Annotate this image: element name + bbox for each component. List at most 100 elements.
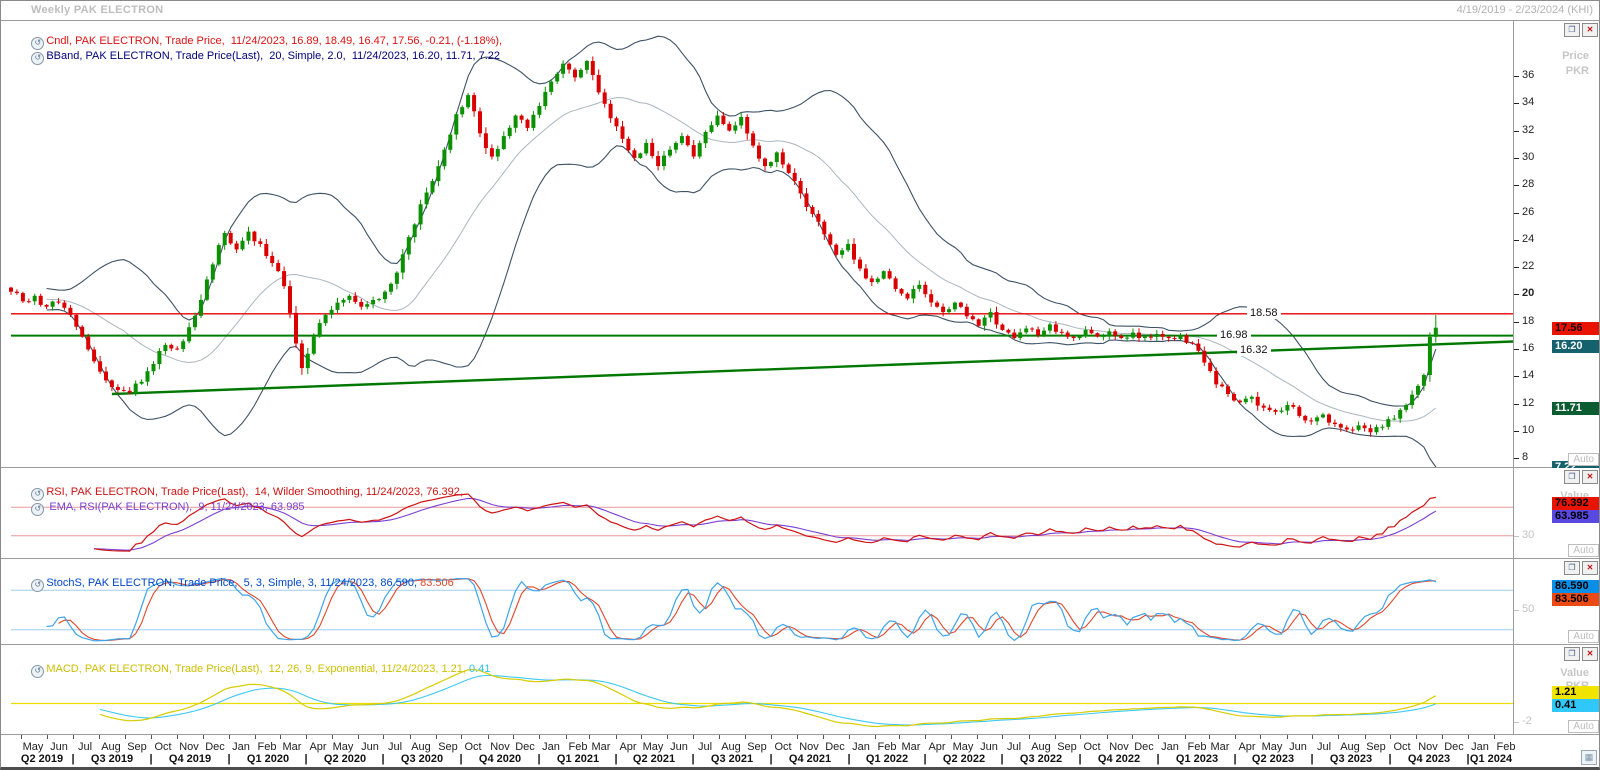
x-axis-quarter-label: Q1 2023	[1175, 753, 1219, 765]
x-axis-month-label: Nov	[1109, 741, 1129, 753]
x-axis-month-label: Sep	[1366, 741, 1386, 753]
x-axis-month-tick	[461, 735, 462, 739]
macd-legend-toggle-icon[interactable]: ↺	[31, 665, 45, 678]
x-axis-quarter-separator: |	[1466, 753, 1470, 765]
bband-legend-toggle-icon[interactable]: ↺	[31, 52, 45, 65]
x-axis-month-label: Feb	[877, 741, 897, 753]
x-axis-month-tick	[1390, 735, 1391, 739]
x-axis-month-label: Nov	[490, 741, 510, 753]
x-axis-month-tick	[641, 735, 642, 739]
x-axis-month-tick	[1209, 735, 1210, 739]
ema-legend-text[interactable]: EMA, RSI(PAK ELECTRON), 9, 11/24/2023, 6…	[46, 501, 305, 513]
x-axis-month-tick	[719, 735, 720, 739]
ema-legend-toggle-icon[interactable]: ↺	[31, 503, 45, 516]
bband-legend-text[interactable]: BBand, PAK ELECTRON, Trade Price(Last), …	[46, 50, 501, 62]
chart-title: Weekly PAK ELECTRON	[31, 4, 164, 16]
rsi-chart[interactable]	[1, 468, 1513, 559]
auto-scale-button[interactable]: Auto	[1568, 630, 1599, 643]
x-axis-month-label: Feb	[1496, 741, 1516, 753]
corner-grid-icon[interactable]: ▦	[1581, 750, 1597, 765]
axis-tick-label: 18	[1522, 315, 1535, 327]
x-axis-month-tick	[99, 735, 100, 739]
x-axis-month-label: May	[1261, 741, 1283, 753]
x-axis-month-tick	[849, 735, 850, 739]
x-axis-quarter-label: Q4 2021	[788, 753, 832, 765]
candle-legend-text[interactable]: Cndl, PAK ELECTRON, Trade Price, 11/24/2…	[46, 35, 503, 47]
x-axis-month-tick	[488, 735, 489, 739]
x-axis-month-tick	[410, 735, 411, 739]
x-axis-month-label: Aug	[411, 741, 431, 753]
panel-close-button[interactable]: ✕	[1582, 647, 1598, 661]
x-axis-month-tick	[539, 735, 540, 739]
axis-title-currency: PKR	[1565, 65, 1589, 77]
macd-signal-value-text: 0.41	[465, 663, 491, 675]
x-axis-month-label: May	[952, 741, 974, 753]
macd-legend-text[interactable]: MACD, PAK ELECTRON, Trade Price(Last), 1…	[46, 663, 466, 675]
axis-tick-mark	[1514, 76, 1519, 77]
stoch-legend-text[interactable]: StochS, PAK ELECTRON, Trade Price, 5, 3,…	[46, 577, 418, 589]
axis-tick-label: 34	[1522, 96, 1535, 108]
x-axis-quarter-separator: |	[691, 753, 695, 765]
x-axis-quarter-label: Q2 2023	[1251, 753, 1295, 765]
auto-scale-button[interactable]: Auto	[1568, 720, 1599, 733]
x-axis-month-label: Mar	[282, 741, 302, 753]
x-axis-month-label: Sep	[127, 741, 147, 753]
axis-tick-mark	[1514, 131, 1519, 132]
x-axis-month-tick	[566, 735, 567, 739]
panel-restore-button[interactable]: ❐	[1564, 561, 1580, 575]
axis-tick-label: 12	[1522, 397, 1535, 409]
x-axis-month-label: Jan	[1471, 741, 1489, 753]
x-axis-month-tick	[589, 735, 590, 739]
axis-tick-mark	[1514, 185, 1519, 186]
value-box: 63.985	[1552, 510, 1599, 523]
x-axis-quarter-label: Q3 2019	[90, 753, 134, 765]
axis-tick-label: 14	[1522, 369, 1535, 381]
stochastic-chart[interactable]	[1, 559, 1513, 645]
x-axis-month-label: Dec	[825, 741, 845, 753]
x-axis-month-tick	[1338, 735, 1339, 739]
x-axis-month-tick	[203, 735, 204, 739]
panel-close-button[interactable]: ✕	[1582, 23, 1598, 37]
panel-close-button[interactable]: ✕	[1582, 561, 1598, 575]
x-axis-month-tick	[151, 735, 152, 739]
rsi-legend-text[interactable]: RSI, PAK ELECTRON, Trade Price(Last), 14…	[46, 486, 463, 498]
x-axis-quarter-label: Q4 2023	[1407, 753, 1451, 765]
x-axis-month-label: Apr	[928, 741, 946, 753]
price-chart[interactable]	[1, 21, 1513, 468]
rsi-legend-toggle-icon[interactable]: ↺	[31, 488, 45, 501]
x-axis-quarter-label: Q2 2021	[632, 753, 676, 765]
auto-scale-button[interactable]: Auto	[1568, 544, 1599, 557]
price-axis-gutter: ❐ ✕ Price PKR Auto 36 34 32 30 28 26 24 22 20 18 16…	[1513, 21, 1599, 474]
value-box: 83.506	[1552, 593, 1599, 606]
macd-chart[interactable]	[1, 645, 1513, 735]
x-axis-month-label: Jan	[1161, 741, 1179, 753]
x-axis-month-tick	[177, 735, 178, 739]
panel-close-button[interactable]: ✕	[1582, 470, 1598, 484]
candle-legend-toggle-icon[interactable]: ↺	[31, 37, 45, 50]
axis-tick-mark	[1514, 431, 1519, 432]
x-axis-month-label: Apr	[309, 741, 327, 753]
x-axis-quarter-label: Q3 2023	[1329, 753, 1373, 765]
panel-restore-button[interactable]: ❐	[1564, 647, 1580, 661]
x-axis-month-label: Mar	[901, 741, 921, 753]
auto-scale-button[interactable]: Auto	[1568, 453, 1599, 466]
x-axis-quarter-separator: |	[227, 753, 231, 765]
x-axis-month-tick	[47, 735, 48, 739]
x-axis-quarter-separator: |	[1233, 753, 1237, 765]
x-axis-quarter-separator: |	[71, 753, 75, 765]
stoch-legend-toggle-icon[interactable]: ↺	[31, 579, 45, 592]
x-axis-month-tick	[383, 735, 384, 739]
x-axis-month-label: Dec	[205, 741, 225, 753]
x-axis-quarter-label: Q1 2022	[865, 753, 909, 765]
x-axis-month-tick	[925, 735, 926, 739]
x-axis-quarter-separator: |	[304, 753, 308, 765]
x-axis-month-label: Jul	[697, 741, 713, 753]
axis-tick-mark	[1514, 103, 1519, 104]
x-axis-month-tick	[693, 735, 694, 739]
panel-restore-button[interactable]: ❐	[1564, 470, 1580, 484]
value-box: 11.71	[1552, 402, 1599, 415]
axis-tick-mark	[1514, 349, 1519, 350]
x-axis-month-label: Nov	[799, 741, 819, 753]
panel-restore-button[interactable]: ❐	[1564, 23, 1580, 37]
